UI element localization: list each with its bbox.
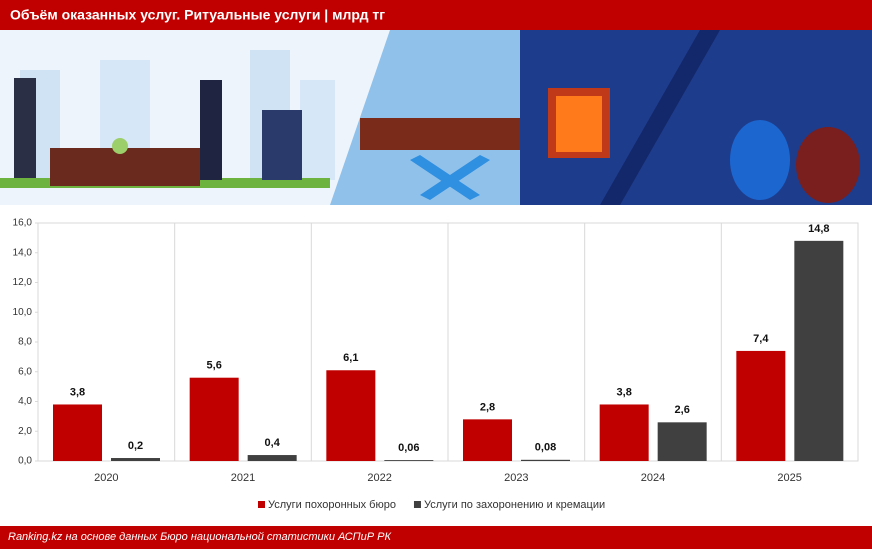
- data-label: 0,06: [398, 442, 419, 454]
- y-tick-label: 4,0: [18, 396, 32, 407]
- y-tick-label: 0,0: [18, 456, 32, 467]
- bar: [736, 350, 786, 461]
- bar: [53, 404, 102, 461]
- bar: [384, 460, 434, 461]
- data-label: 2,8: [480, 401, 495, 413]
- x-tick-label: 2020: [94, 472, 118, 484]
- data-label: 0,4: [265, 437, 281, 449]
- data-label: 3,8: [617, 386, 632, 398]
- x-tick-label: 2023: [504, 472, 528, 484]
- y-tick-label: 12,0: [13, 277, 33, 288]
- bar: [657, 422, 707, 461]
- y-tick-label: 14,0: [13, 247, 33, 258]
- x-tick-label: 2021: [231, 472, 255, 484]
- bar: [521, 459, 570, 461]
- bar: [463, 419, 512, 461]
- separator: [0, 205, 872, 211]
- x-tick-label: 2022: [367, 472, 391, 484]
- data-label: 7,4: [753, 333, 769, 345]
- footer-bar: [0, 526, 872, 549]
- data-label: 0,08: [535, 442, 556, 454]
- header-bar: [0, 0, 872, 30]
- legend-swatch: [413, 501, 421, 508]
- legend-swatch: [258, 501, 265, 508]
- y-tick-label: 16,0: [13, 218, 33, 229]
- data-label: 5,6: [207, 360, 222, 372]
- y-tick-label: 8,0: [18, 337, 32, 348]
- bar: [247, 455, 297, 461]
- x-tick-label: 2025: [777, 472, 801, 484]
- bar: [599, 404, 649, 461]
- bar: [189, 377, 239, 461]
- data-label: 3,8: [70, 386, 85, 398]
- data-label: 6,1: [343, 352, 358, 364]
- data-label: 14,8: [808, 223, 829, 235]
- illustration: [0, 30, 872, 205]
- y-tick-label: 10,0: [13, 307, 33, 318]
- bar: [794, 240, 844, 461]
- bar: [326, 370, 376, 461]
- y-tick-label: 6,0: [18, 366, 32, 377]
- bar: [111, 458, 160, 461]
- y-tick-label: 2,0: [18, 426, 32, 437]
- chart-title: Объём оказанных услуг. Ритуальные услуги…: [10, 7, 385, 23]
- source-note: Ranking.kz на основе данных Бюро национа…: [8, 531, 391, 543]
- data-label: 2,6: [675, 404, 690, 416]
- data-label: 0,2: [128, 440, 143, 452]
- x-tick-label: 2024: [641, 472, 665, 484]
- legend-label: Услуги по захоронению и кремации: [424, 499, 605, 511]
- legend-label: Услуги похоронных бюро: [268, 499, 396, 511]
